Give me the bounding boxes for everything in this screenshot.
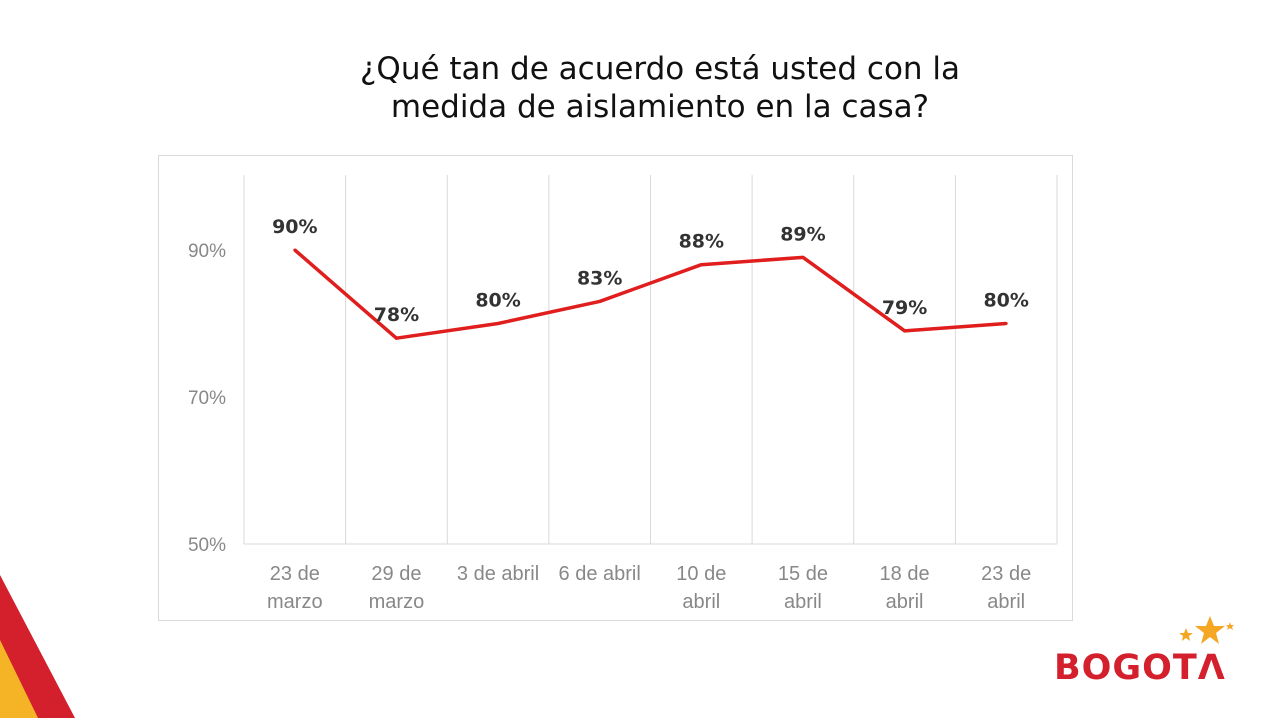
x-tick-label: 6 de abril bbox=[559, 563, 641, 585]
bogota-logo: BOGOTΛ bbox=[1054, 648, 1226, 688]
data-label: 90% bbox=[272, 216, 317, 238]
x-tick-label: 10 de abril bbox=[676, 563, 726, 613]
data-point bbox=[394, 336, 398, 340]
data-label: 89% bbox=[780, 223, 825, 245]
chart-frame bbox=[158, 155, 1073, 621]
data-label: 80% bbox=[983, 290, 1028, 312]
x-tick-label: 29 de marzo bbox=[369, 563, 425, 613]
x-tick-label: 23 de abril bbox=[981, 563, 1031, 613]
data-point bbox=[699, 263, 703, 267]
data-label: 88% bbox=[679, 231, 724, 253]
data-point bbox=[496, 322, 500, 325]
y-tick-label: 50% bbox=[188, 535, 226, 556]
data-point bbox=[293, 248, 297, 252]
data-label: 78% bbox=[374, 304, 419, 326]
data-label: 79% bbox=[882, 297, 927, 319]
data-point bbox=[598, 299, 602, 303]
data-point bbox=[801, 255, 805, 259]
x-tick-label: 18 de abril bbox=[880, 563, 930, 613]
data-label: 80% bbox=[475, 290, 520, 312]
page-title: ¿Qué tan de acuerdo está usted con la me… bbox=[300, 50, 1020, 126]
x-tick-label: 3 de abril bbox=[457, 563, 539, 585]
x-tick-label: 15 de abril bbox=[778, 563, 828, 613]
data-label: 83% bbox=[577, 267, 622, 289]
x-tick-label: 23 de marzo bbox=[267, 563, 323, 613]
y-tick-label: 90% bbox=[188, 241, 226, 262]
title-line-2: medida de aislamiento en la casa? bbox=[390, 89, 930, 125]
star-icon bbox=[1179, 616, 1234, 644]
data-point bbox=[903, 329, 907, 333]
title-line-1: ¿Qué tan de acuerdo está usted con la bbox=[359, 51, 961, 87]
logo-text: BOGOTΛ bbox=[1054, 648, 1226, 688]
series-line bbox=[293, 248, 1007, 340]
data-point bbox=[1004, 322, 1008, 325]
y-tick-label: 70% bbox=[188, 388, 226, 409]
